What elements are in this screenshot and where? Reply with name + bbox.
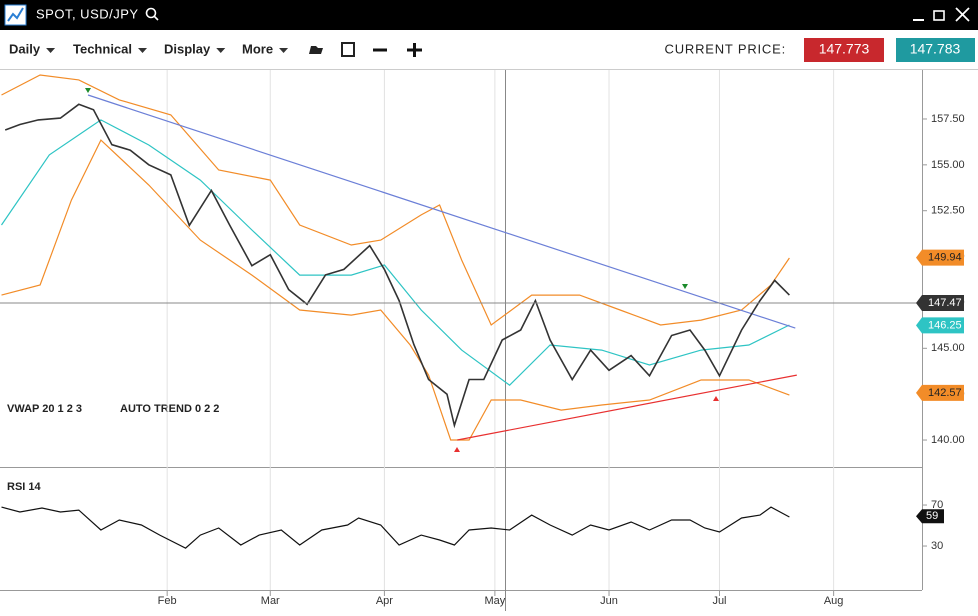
low-marker [454, 447, 460, 452]
series-line [4, 103, 790, 429]
vwap-label[interactable]: VWAP 20 1 2 3 [7, 403, 82, 415]
ask-box[interactable] [896, 38, 975, 62]
rsi-tag [916, 509, 944, 524]
series-line [1, 119, 790, 386]
zoom-in-button[interactable] [407, 43, 422, 57]
price-tag [916, 249, 964, 266]
menu[interactable]: Daily [9, 41, 41, 56]
save-button[interactable] [341, 42, 355, 57]
y-tick-label: 152.50 [931, 205, 965, 217]
high-marker [85, 88, 91, 93]
rsi-tag-label: 59 [926, 510, 938, 522]
menu-arrow [138, 48, 148, 53]
menu[interactable]: Technical [73, 41, 132, 56]
low-marker [713, 396, 719, 401]
y-tick-label: 30 [931, 540, 943, 552]
series-line [457, 374, 797, 441]
bid-price: 147.773 [819, 41, 870, 57]
y-tick-label: 140.00 [931, 434, 965, 446]
menu-arrow [279, 48, 289, 53]
price-tag [916, 384, 964, 401]
current-price-label: CURRENT PRICE: [665, 41, 786, 56]
title-bar [0, 0, 978, 30]
rsi-label[interactable]: RSI 14 [7, 481, 42, 493]
window-title: SPOT, USD/JPY [36, 6, 139, 21]
y-tick-label: 155.00 [931, 159, 965, 171]
menu[interactable]: More [242, 41, 273, 56]
price-tag-label: 142.57 [928, 387, 962, 399]
y-tick-label: 157.50 [931, 113, 965, 125]
high-marker [682, 284, 688, 289]
menu[interactable]: Display [164, 41, 211, 56]
price-tag-label: 146.25 [928, 319, 962, 331]
auto-trend-label[interactable]: AUTO TREND 0 2 2 [120, 403, 219, 415]
bid-box[interactable] [804, 38, 884, 62]
x-tick-label: Mar [261, 595, 280, 607]
app-icon-line [7, 7, 24, 22]
menu-arrow [216, 48, 226, 53]
search-icon[interactable] [145, 7, 159, 21]
series-line [1, 506, 790, 549]
series-line [1, 139, 790, 441]
series-line [1, 74, 790, 326]
series-line [87, 94, 796, 329]
x-tick-label: Aug [824, 595, 844, 607]
popout-button[interactable] [933, 10, 945, 21]
x-tick-label: Jun [600, 595, 618, 607]
y-tick-label: 145.00 [931, 342, 965, 354]
close-button[interactable] [955, 7, 970, 22]
x-tick-label: Feb [158, 595, 177, 607]
y-tick-label: 70 [931, 499, 943, 511]
price-tag [916, 294, 964, 311]
x-tick-label: Jul [712, 595, 726, 607]
x-tick-label: Apr [376, 595, 393, 607]
ask-price: 147.783 [910, 41, 961, 57]
open-button[interactable] [309, 46, 323, 54]
price-tag-label: 147.47 [928, 297, 962, 309]
x-tick-label: May [484, 595, 505, 607]
price-tag-label: 149.94 [928, 252, 962, 264]
menu-arrow [46, 48, 56, 53]
price-tag [916, 317, 964, 334]
